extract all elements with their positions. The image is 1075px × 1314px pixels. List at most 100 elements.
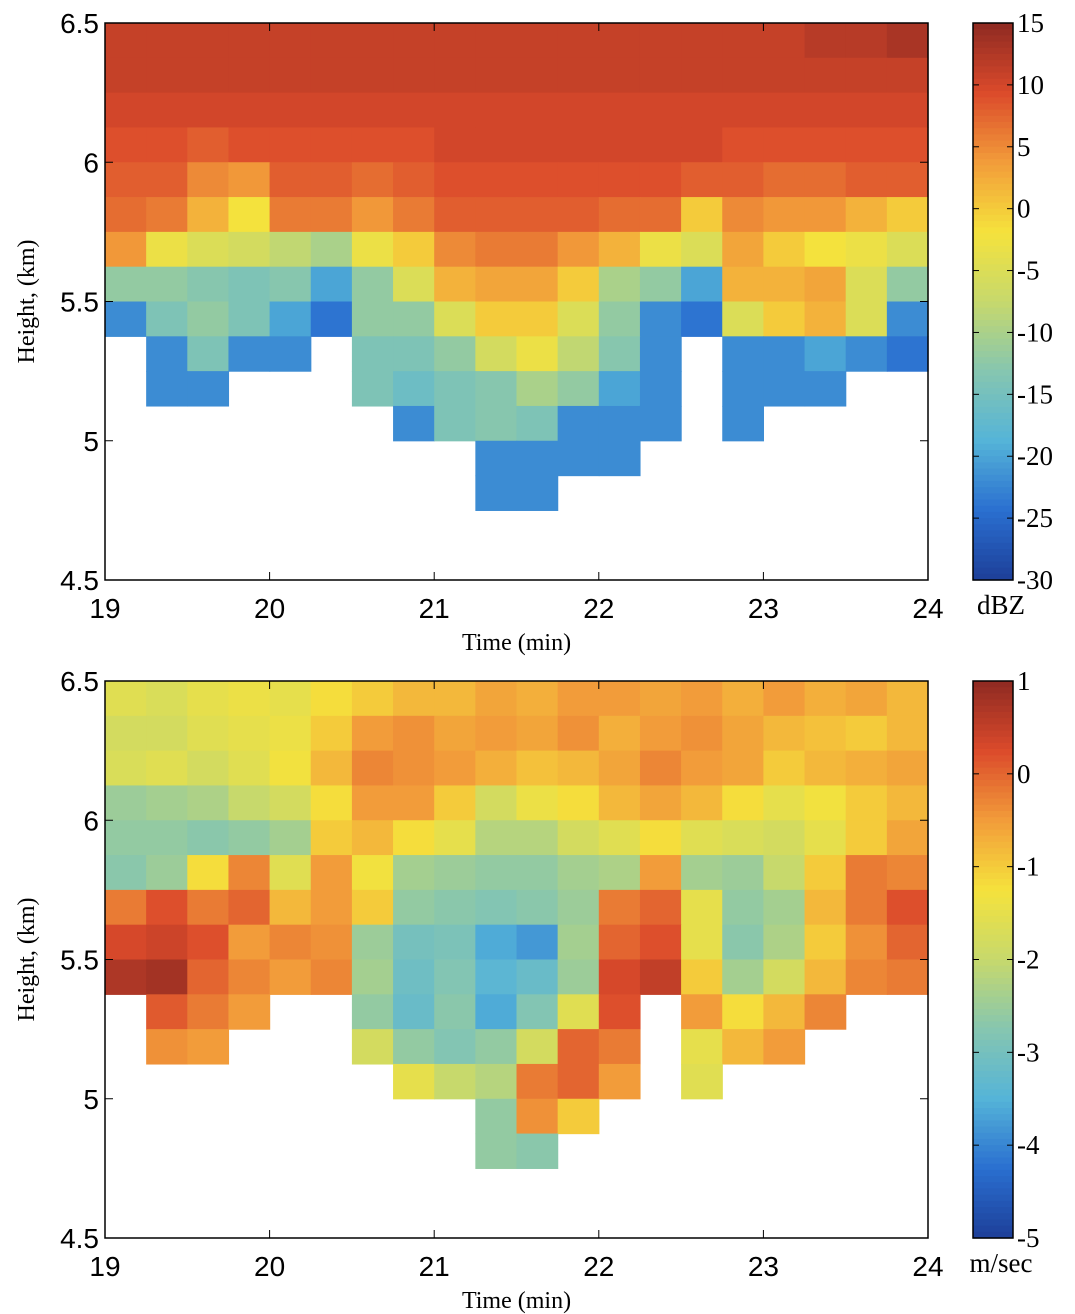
- colorbar-slice: [973, 282, 1013, 290]
- colorbar-tick-label: 15: [1017, 8, 1044, 38]
- heat-cell: [557, 197, 600, 233]
- colorbar-slice: [973, 841, 1013, 849]
- y-tick-label: 4.5: [60, 1223, 99, 1254]
- heat-cell: [434, 92, 476, 129]
- heat-cell: [393, 820, 435, 856]
- heat-cell: [310, 23, 353, 59]
- heat-cell: [146, 820, 188, 856]
- heat-cell: [639, 23, 682, 59]
- heat-cell: [146, 889, 188, 926]
- heat-cell: [516, 266, 559, 303]
- colorbar-slice: [973, 1052, 1013, 1060]
- heat-cell: [598, 959, 641, 995]
- heat-cell: [269, 336, 312, 372]
- heat-cell: [187, 266, 230, 303]
- colorbar-tick-label: 10: [1017, 70, 1044, 100]
- heat-cell: [105, 23, 147, 59]
- heat-cell: [105, 162, 147, 198]
- heat-cell: [598, 715, 641, 752]
- heat-cell: [557, 371, 600, 407]
- heat-cell: [187, 127, 230, 163]
- heat-cell: [681, 266, 723, 303]
- heat-cell: [763, 371, 806, 407]
- heat-cell: [598, 162, 641, 198]
- heat-cell: [763, 681, 806, 717]
- heat-cell: [187, 162, 230, 198]
- heat-cell: [475, 301, 518, 337]
- heat-cell: [845, 924, 888, 961]
- heat-cell: [722, 405, 764, 442]
- heat-cell: [845, 23, 888, 59]
- heat-cell: [681, 127, 723, 163]
- heat-cell: [187, 336, 230, 372]
- colorbar-slice: [973, 53, 1013, 61]
- heat-cell: [310, 197, 353, 233]
- heat-cell: [722, 889, 764, 926]
- heat-cell: [105, 681, 147, 717]
- heat-cell: [681, 23, 723, 59]
- heat-cell: [393, 1063, 435, 1100]
- heat-cell: [598, 197, 641, 233]
- heat-cell: [269, 231, 312, 268]
- heat-cell: [516, 750, 559, 787]
- colorbar-slice: [973, 798, 1013, 806]
- colorbar-tick-label: -5: [1017, 1223, 1040, 1253]
- heat-cell: [516, 475, 559, 511]
- heat-cell: [722, 231, 764, 268]
- heat-cell: [434, 127, 476, 163]
- colorbar-slice: [973, 872, 1013, 880]
- colorbar-slice: [973, 1027, 1013, 1035]
- heat-cell: [681, 994, 723, 1030]
- colorbar-slice: [973, 165, 1013, 173]
- heat-cell: [434, 301, 476, 337]
- heat-cell: [722, 924, 764, 961]
- heat-cell: [763, 750, 806, 787]
- colorbar-slice: [973, 742, 1013, 750]
- heat-cell: [310, 959, 353, 995]
- heat-cell: [228, 266, 271, 303]
- colorbar-slice: [973, 29, 1013, 36]
- y-tick-label: 5: [83, 426, 99, 457]
- heat-cell: [804, 231, 847, 268]
- colorbar-slice: [973, 928, 1013, 936]
- colorbar-slice: [973, 724, 1013, 732]
- heat-cell: [722, 820, 764, 856]
- heat-cell: [310, 681, 353, 717]
- y-tick-label: 6.5: [60, 666, 99, 697]
- colorbar-slice: [973, 792, 1013, 800]
- colorbar-slice: [973, 1021, 1013, 1029]
- heat-cell: [557, 1098, 600, 1135]
- heat-cell: [845, 231, 888, 268]
- heat-cell: [146, 336, 188, 372]
- heat-cell: [434, 994, 476, 1030]
- heat-cell: [639, 959, 682, 995]
- heat-cell: [187, 371, 230, 407]
- colorbar-slice: [973, 1126, 1013, 1134]
- heat-cell: [146, 301, 188, 337]
- heat-cell: [146, 1029, 188, 1065]
- heat-cell: [681, 959, 723, 995]
- colorbar-slice: [973, 903, 1013, 911]
- heat-cell: [187, 924, 230, 961]
- colorbar-slice: [973, 511, 1013, 519]
- heat-cell: [228, 231, 271, 268]
- colorbar-slice: [973, 1058, 1013, 1066]
- heat-cell: [351, 371, 394, 407]
- heat-cell: [187, 92, 230, 129]
- colorbar-slice: [973, 258, 1013, 265]
- heat-cell: [516, 1063, 559, 1100]
- heat-cell: [516, 820, 559, 856]
- heat-cell: [804, 785, 847, 821]
- heat-cell: [557, 994, 600, 1030]
- colorbar-slice: [973, 1009, 1013, 1016]
- heat-cell: [681, 1029, 723, 1065]
- heat-cell: [434, 924, 476, 961]
- heat-cell: [351, 231, 394, 268]
- heat-cell: [681, 785, 723, 821]
- heat-cell: [722, 57, 764, 94]
- heat-cell: [722, 750, 764, 787]
- colorbar-slice: [973, 780, 1013, 787]
- colorbar-slice: [973, 1108, 1013, 1115]
- heat-cell: [475, 1029, 518, 1065]
- colorbar-slice: [973, 468, 1013, 476]
